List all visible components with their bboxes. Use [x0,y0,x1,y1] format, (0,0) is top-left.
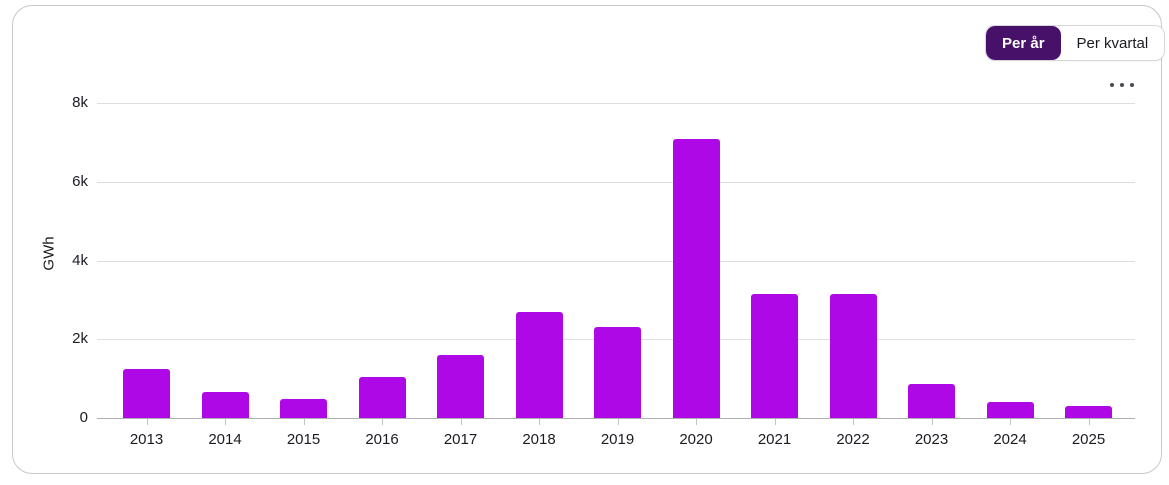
bar-2023[interactable] [908,383,955,418]
x-tick-label: 2020 [679,431,713,448]
period-toggle: Per år Per kvartal [985,25,1166,61]
x-tick-label: 2025 [1071,431,1106,448]
x-tick-mark [225,419,226,425]
x-tick-label: 2023 [914,431,949,448]
toggle-per-kvartal[interactable]: Per kvartal [1061,26,1165,60]
bar-2021[interactable] [751,293,798,418]
x-tick-mark [774,419,776,425]
bar-2018[interactable] [515,311,563,418]
x-tick-label: 2013 [129,431,164,448]
x-tick-mark [460,419,462,425]
bar-2020[interactable] [672,139,720,418]
x-tick-label: 2016 [365,431,399,448]
y-tick-label: 0 [79,409,88,426]
y-tick-label: 6k [72,172,88,190]
x-tick-mark [617,419,619,425]
ellipsis-icon [1120,83,1124,87]
x-tick-label: 2018 [522,431,556,448]
x-tick-mark [146,419,148,425]
bar-2017[interactable] [437,355,484,418]
bar-2019[interactable] [594,326,641,418]
bar-2016[interactable] [358,377,406,418]
x-tick-mark [931,419,933,425]
bar-2024[interactable] [986,401,1034,418]
gridline [97,260,1135,262]
x-tick-mark [303,419,305,425]
ellipsis-icon [1130,83,1134,87]
bar-2025[interactable] [1065,406,1112,418]
x-tick-label: 2024 [993,431,1027,448]
ellipsis-icon [1110,83,1114,87]
y-tick-label: 8k [72,94,88,112]
x-tick-mark [1010,419,1011,425]
x-tick-mark [1088,419,1090,425]
x-tick-mark [382,419,383,425]
bar-2015[interactable] [280,398,327,418]
x-tick-label: 2022 [836,431,870,448]
x-tick-mark [853,419,854,425]
bar-2013[interactable] [123,368,170,418]
x-tick-label: 2014 [208,431,242,448]
bar-2022[interactable] [829,293,877,418]
chart-menu-button[interactable] [1102,74,1142,96]
x-axis-line [97,418,1135,419]
x-tick-mark [696,419,697,425]
x-tick-label: 2015 [286,431,321,448]
y-tick-label: 2k [72,330,88,348]
gridline [97,103,1135,105]
x-tick-label: 2021 [757,431,792,448]
toggle-per-ar[interactable]: Per år [986,26,1061,60]
x-tick-label: 2017 [443,431,478,448]
x-tick-label: 2019 [600,431,635,448]
bar-2014[interactable] [201,392,249,418]
x-tick-mark [539,419,540,425]
y-tick-label: 4k [72,251,88,269]
gridline [97,181,1135,183]
